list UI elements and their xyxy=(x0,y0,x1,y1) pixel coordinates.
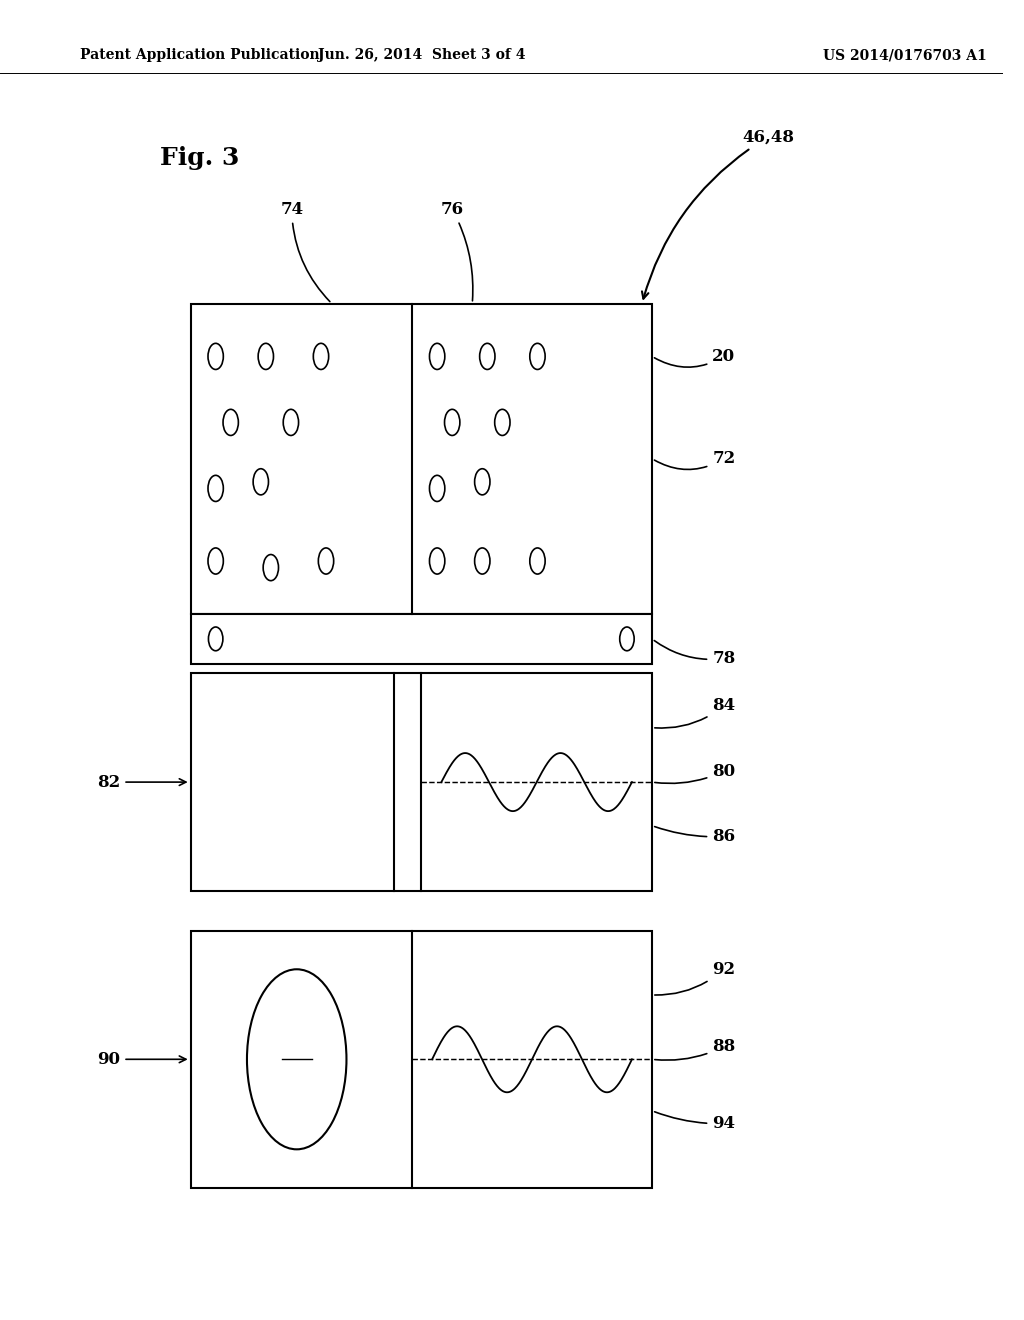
Ellipse shape xyxy=(429,343,444,370)
Ellipse shape xyxy=(258,343,273,370)
Text: Patent Application Publication: Patent Application Publication xyxy=(80,49,319,62)
Text: 78: 78 xyxy=(654,640,735,667)
Text: US 2014/0176703 A1: US 2014/0176703 A1 xyxy=(822,49,986,62)
Ellipse shape xyxy=(474,469,489,495)
Ellipse shape xyxy=(474,548,489,574)
Text: 46,48: 46,48 xyxy=(642,128,795,298)
Text: 74: 74 xyxy=(281,201,330,301)
Bar xyxy=(190,673,652,891)
Ellipse shape xyxy=(495,409,510,436)
Ellipse shape xyxy=(223,409,239,436)
Ellipse shape xyxy=(529,548,545,574)
Text: 94: 94 xyxy=(654,1111,735,1133)
Text: 72: 72 xyxy=(654,450,735,470)
Text: Jun. 26, 2014  Sheet 3 of 4: Jun. 26, 2014 Sheet 3 of 4 xyxy=(317,49,525,62)
Ellipse shape xyxy=(479,343,495,370)
Text: 84: 84 xyxy=(654,697,735,729)
Ellipse shape xyxy=(208,343,223,370)
Ellipse shape xyxy=(263,554,279,581)
Text: 90: 90 xyxy=(97,1051,186,1068)
Ellipse shape xyxy=(208,475,223,502)
Text: 76: 76 xyxy=(440,201,473,301)
Text: 88: 88 xyxy=(654,1038,735,1060)
Ellipse shape xyxy=(620,627,634,651)
Ellipse shape xyxy=(247,969,346,1150)
Text: 20: 20 xyxy=(654,348,735,367)
Text: 92: 92 xyxy=(654,961,735,995)
Bar xyxy=(190,304,652,614)
Ellipse shape xyxy=(209,627,223,651)
Ellipse shape xyxy=(284,409,299,436)
Bar xyxy=(190,931,652,1188)
Ellipse shape xyxy=(208,548,223,574)
Ellipse shape xyxy=(429,548,444,574)
Bar xyxy=(190,614,652,664)
Text: 80: 80 xyxy=(654,763,735,783)
Ellipse shape xyxy=(253,469,268,495)
Ellipse shape xyxy=(529,343,545,370)
Ellipse shape xyxy=(318,548,334,574)
Ellipse shape xyxy=(429,475,444,502)
Text: Fig. 3: Fig. 3 xyxy=(161,147,240,170)
Text: 86: 86 xyxy=(654,826,735,845)
Ellipse shape xyxy=(313,343,329,370)
Ellipse shape xyxy=(444,409,460,436)
Text: 82: 82 xyxy=(97,774,186,791)
